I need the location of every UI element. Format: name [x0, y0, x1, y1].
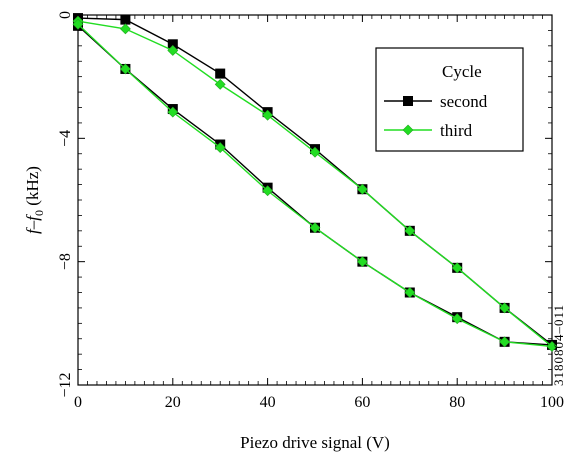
- legend-label-third: third: [440, 121, 473, 140]
- data-point-third: [404, 225, 416, 237]
- data-point-third: [214, 78, 226, 90]
- data-point-third: [451, 262, 463, 274]
- data-point-third: [72, 18, 84, 30]
- x-tick-label: 80: [449, 394, 465, 411]
- x-tick-label: 100: [540, 394, 564, 411]
- data-point-third: [356, 183, 368, 195]
- data-point-third: [499, 336, 511, 348]
- legend: Cycle second third: [375, 47, 524, 152]
- figure-id-label: 3180804–011: [551, 304, 566, 386]
- legend-box: [375, 47, 524, 152]
- axis-ticks: 0 20 40 60 80 100 0 −4 −8 −12: [57, 11, 564, 411]
- data-point-third: [309, 222, 321, 234]
- y-tick-label: −4: [57, 130, 74, 147]
- data-point-third: [451, 313, 463, 325]
- data-point-third: [214, 142, 226, 154]
- y-axis-title: f–f0 (kHz): [23, 166, 46, 234]
- data-point-third: [167, 45, 179, 56]
- series-layer: [72, 13, 558, 352]
- data-point-third: [309, 146, 321, 158]
- data-point-third: [167, 106, 179, 118]
- x-axis-title: Piezo drive signal (V): [240, 433, 390, 452]
- x-tick-label: 20: [165, 394, 181, 411]
- legend-label-second: second: [440, 92, 488, 111]
- data-point-third: [119, 23, 131, 35]
- data-point-third: [262, 109, 274, 121]
- y-tick-label: −8: [57, 253, 74, 270]
- data-point-third: [262, 185, 274, 197]
- y-tick-label: −12: [57, 372, 74, 397]
- data-point-second: [120, 14, 131, 25]
- legend-title: Cycle: [442, 62, 482, 81]
- data-point-third: [404, 287, 416, 298]
- data-point-third: [499, 302, 511, 314]
- legend-marker-second: [403, 96, 413, 106]
- x-tick-label: 40: [260, 394, 276, 411]
- x-tick-label: 0: [74, 394, 82, 411]
- data-point-third: [546, 341, 558, 352]
- data-point-second: [167, 39, 178, 50]
- data-point-third: [119, 63, 131, 75]
- data-point-third: [356, 256, 368, 268]
- data-point-second: [215, 68, 226, 79]
- y-tick-label: 0: [57, 11, 74, 19]
- x-tick-label: 60: [354, 394, 370, 411]
- legend-marker-third: [402, 124, 414, 136]
